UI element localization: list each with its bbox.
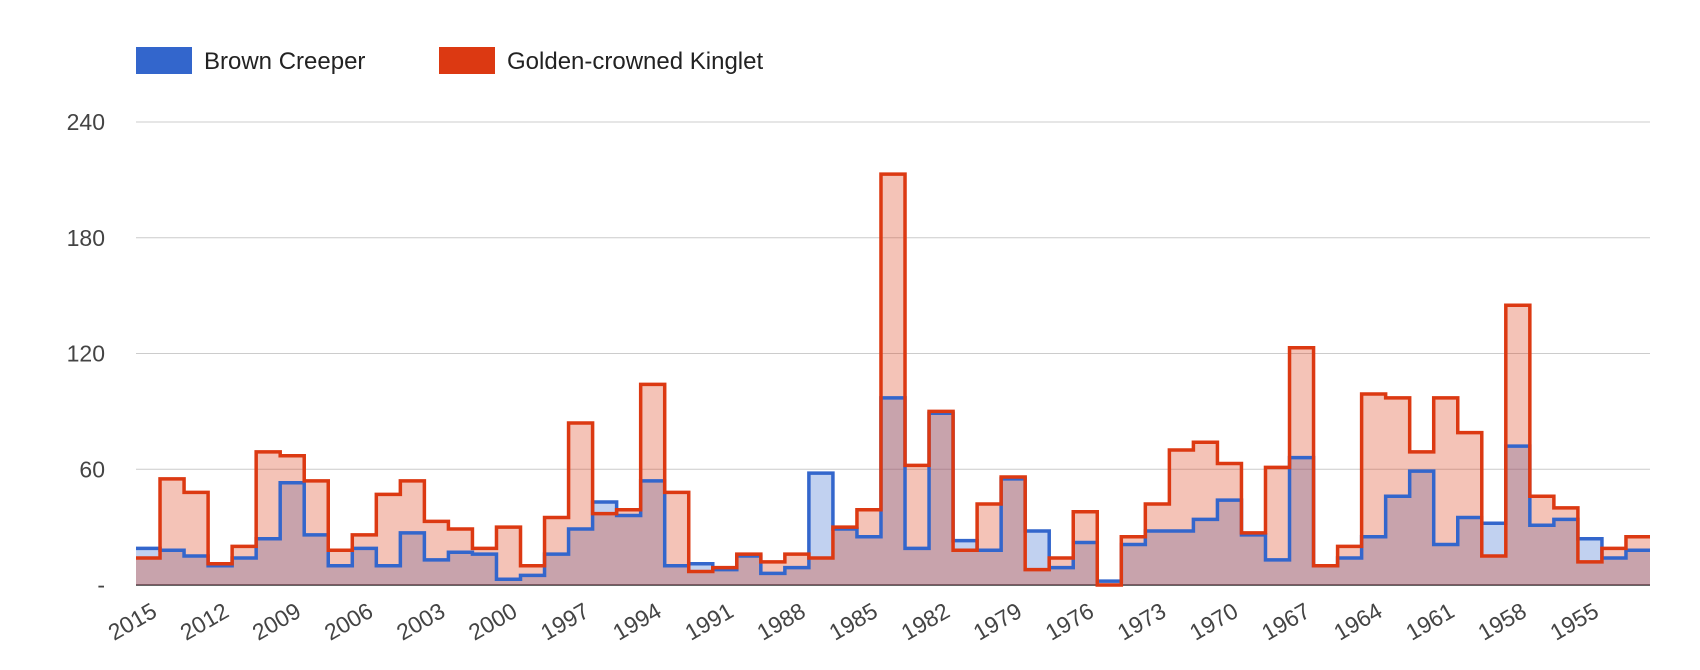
x-tick-label: 2012 xyxy=(176,597,233,645)
x-tick-label: 1964 xyxy=(1329,597,1386,645)
x-tick-label: 1967 xyxy=(1257,597,1314,645)
x-tick-label: 1970 xyxy=(1185,597,1242,645)
y-tick-label: 120 xyxy=(67,341,105,367)
x-tick-label: 1958 xyxy=(1473,597,1530,645)
y-tick-label: - xyxy=(97,572,105,598)
x-tick-label: 2015 xyxy=(104,597,161,645)
series-area-0 xyxy=(136,397,1650,585)
y-axis: - 60 120 180 240 xyxy=(67,109,105,598)
x-tick-label: 2006 xyxy=(320,597,377,645)
x-tick-label: 1997 xyxy=(536,597,593,645)
legend-label: Golden-crowned Kinglet xyxy=(507,48,763,75)
x-tick-label: 1973 xyxy=(1113,597,1170,645)
legend-swatch xyxy=(439,47,495,74)
x-tick-label: 1991 xyxy=(680,597,737,645)
x-tick-label: 1985 xyxy=(825,597,882,645)
x-tick-label: 1988 xyxy=(752,597,809,645)
x-tick-label: 1955 xyxy=(1545,597,1602,645)
x-tick-label: 1961 xyxy=(1401,597,1458,645)
x-axis: 2015 2012 2009 2006 2003 2000 1997 1994 1991 1988… xyxy=(104,597,1603,645)
x-tick-label: 2009 xyxy=(248,597,305,645)
series-line-1 xyxy=(136,172,1650,587)
x-tick-label: 2003 xyxy=(392,597,449,645)
series-areas xyxy=(136,174,1650,585)
x-tick-label: 1976 xyxy=(1041,597,1098,645)
y-tick-label: 180 xyxy=(67,225,105,251)
legend: Brown Creeper Golden-crowned Kinglet xyxy=(136,47,763,75)
legend-item-0[interactable]: Brown Creeper xyxy=(136,47,365,75)
y-tick-label: 60 xyxy=(79,456,105,482)
legend-label: Brown Creeper xyxy=(204,48,365,75)
gridlines xyxy=(136,121,1650,586)
x-tick-label: 1979 xyxy=(969,597,1026,645)
x-tick-label: 2000 xyxy=(464,597,521,645)
x-tick-label: 1994 xyxy=(608,597,665,645)
series-lines xyxy=(136,172,1650,587)
x-tick-label: 1982 xyxy=(897,597,954,645)
series-area-1 xyxy=(136,174,1650,585)
y-tick-label: 240 xyxy=(67,109,105,135)
legend-item-1[interactable]: Golden-crowned Kinglet xyxy=(439,47,763,75)
legend-swatch xyxy=(136,47,192,74)
